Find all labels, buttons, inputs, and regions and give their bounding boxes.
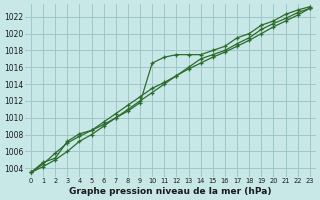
X-axis label: Graphe pression niveau de la mer (hPa): Graphe pression niveau de la mer (hPa): [69, 187, 272, 196]
